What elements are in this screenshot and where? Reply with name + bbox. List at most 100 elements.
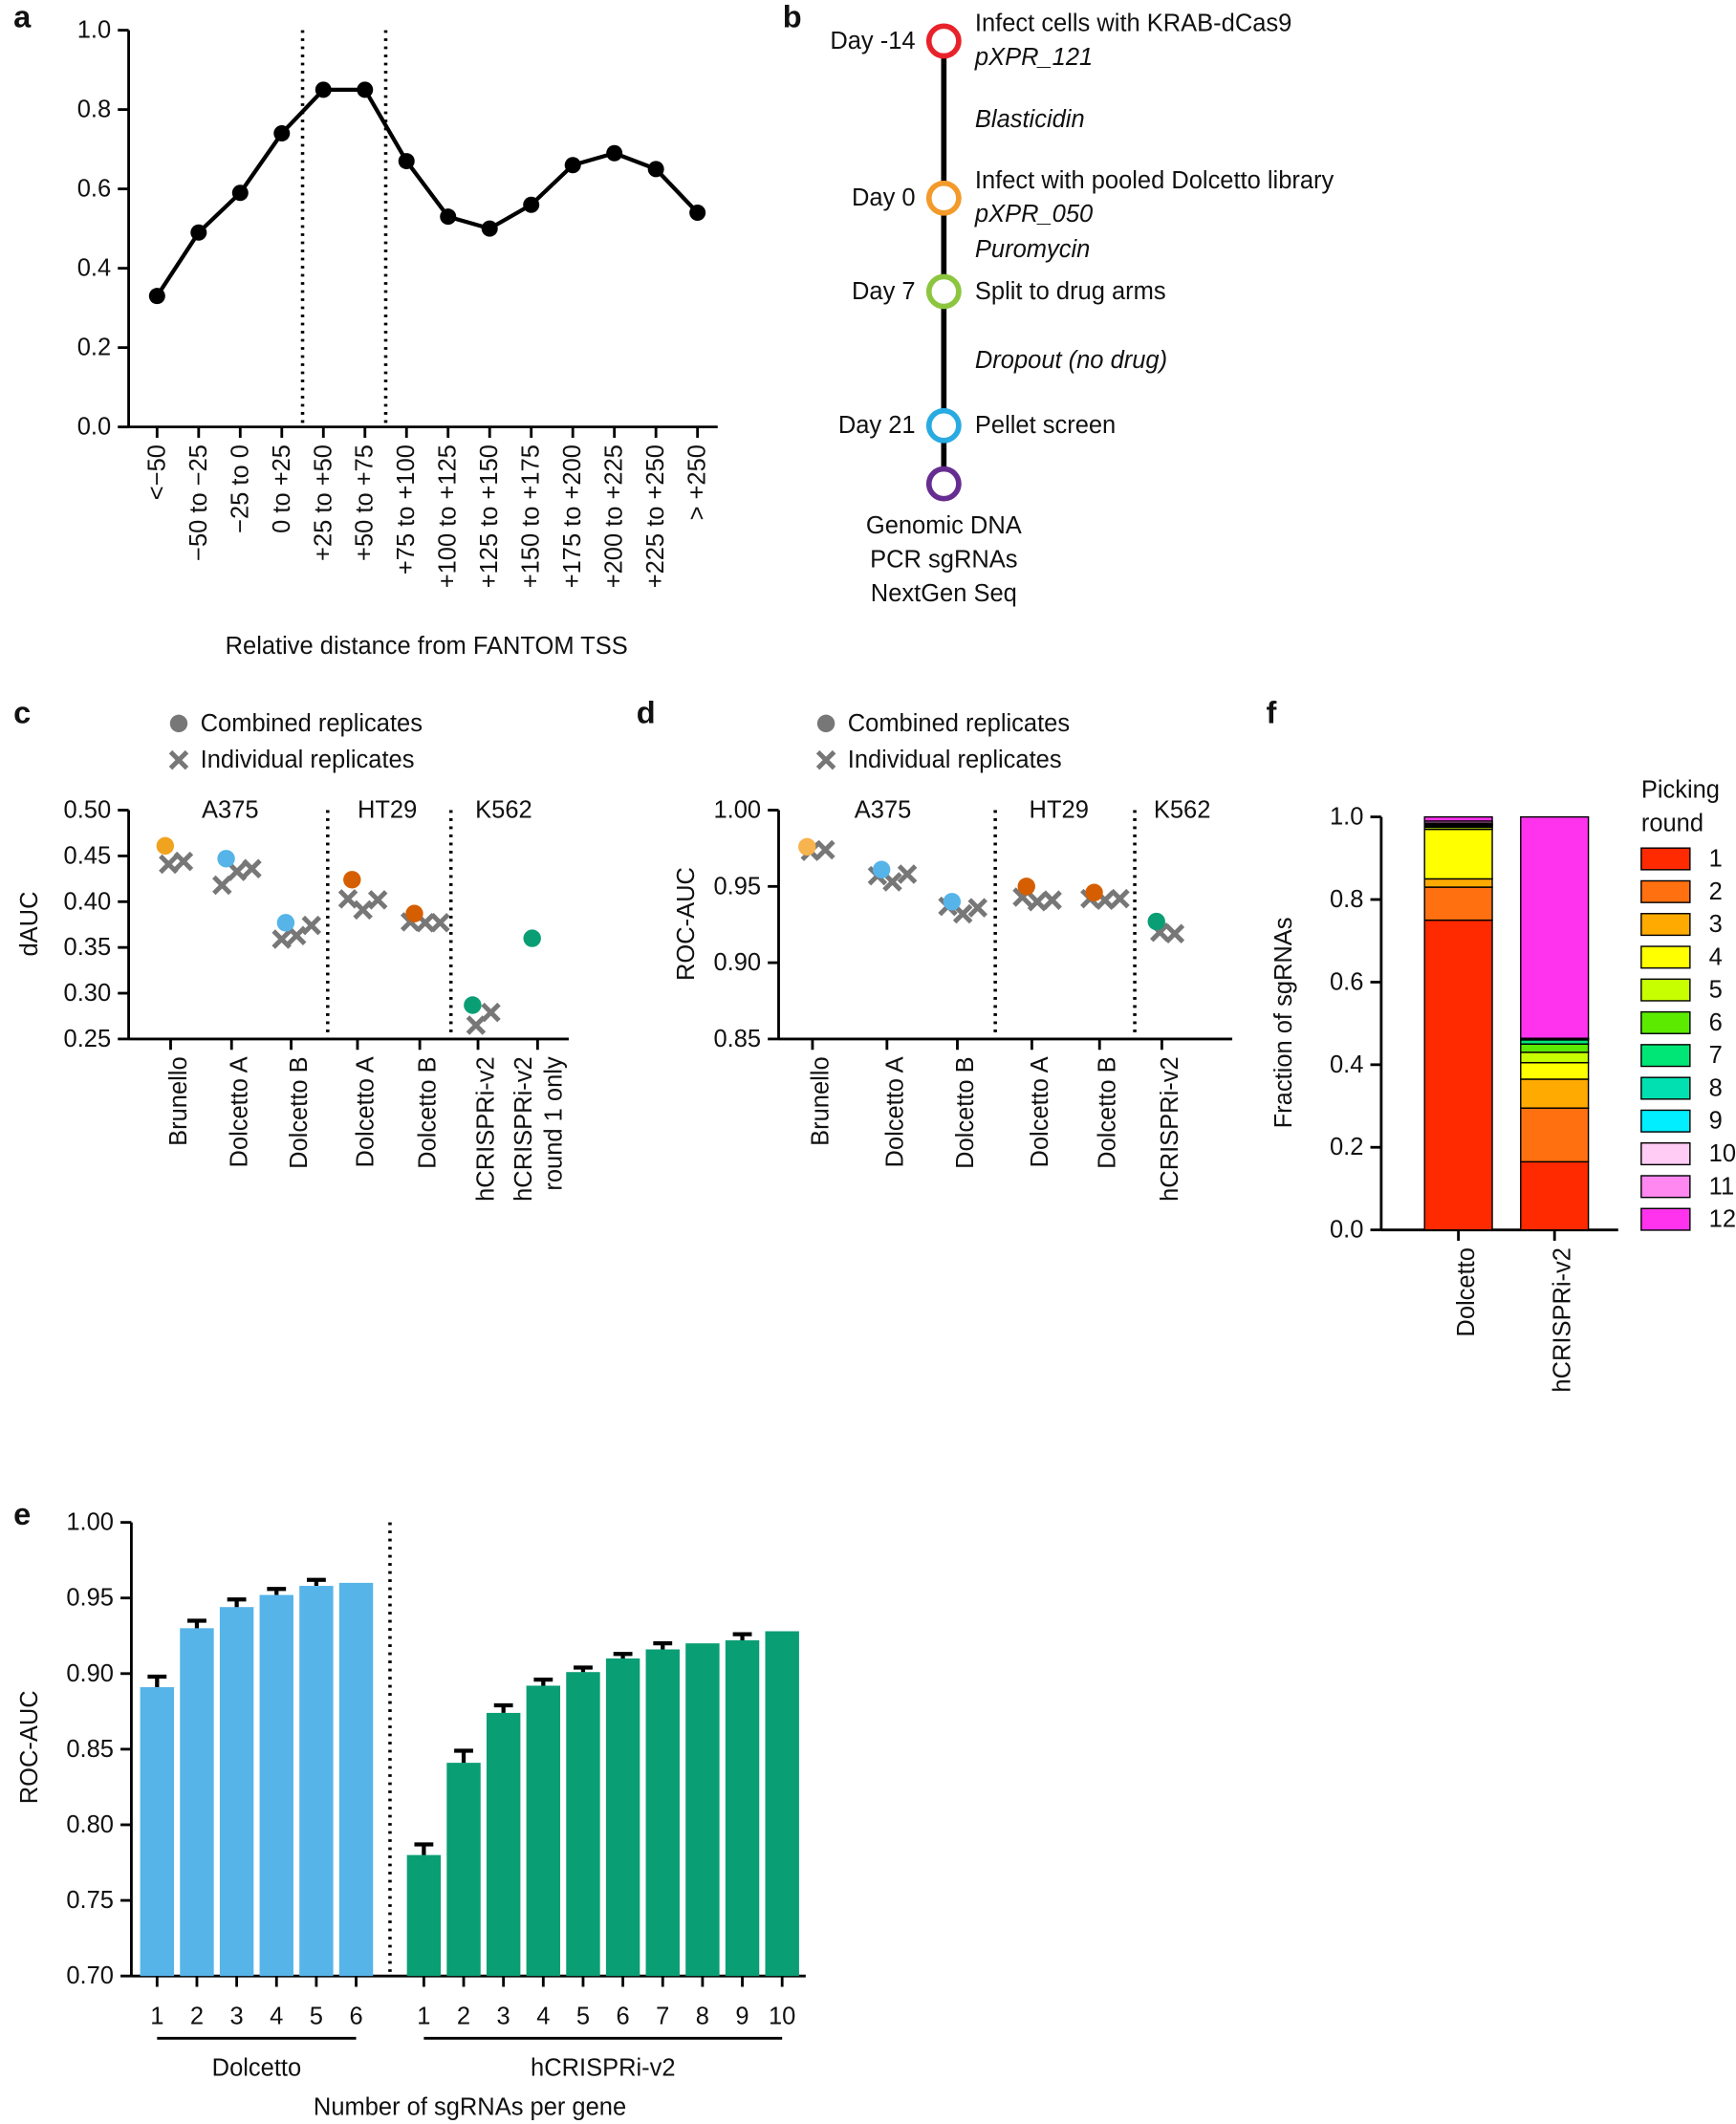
x-tick-label: 3	[497, 2004, 510, 2030]
x-tick-label: +200 to +225	[601, 444, 628, 588]
individual-point	[242, 858, 262, 879]
x-tick-label: 7	[656, 2004, 669, 2030]
x-tick-label: +125 to +150	[476, 444, 503, 588]
x-tick-label: round 1 only	[540, 1056, 567, 1191]
combined-point	[523, 929, 541, 947]
legend-label: 8	[1709, 1074, 1723, 1101]
bar	[526, 1685, 561, 1977]
day-label: Day 21	[838, 412, 916, 439]
bar	[605, 1658, 640, 1977]
legend-label: Combined replicates	[848, 710, 1070, 737]
x-tick-label: hCRISPRi-v2	[473, 1056, 500, 1202]
legend-swatch	[1640, 1010, 1691, 1034]
legend-marker	[169, 714, 188, 733]
bar-segment	[1423, 919, 1493, 1231]
individual-point	[227, 861, 248, 881]
bar-segment	[1520, 1043, 1590, 1053]
legend-label: 11	[1709, 1173, 1734, 1200]
x-tick-label: 1	[417, 2004, 430, 2030]
y-tick-label: 0.2	[1330, 1134, 1363, 1160]
x-tick-label: +100 to +125	[435, 444, 462, 588]
x-tick-label: +50 to +75	[352, 444, 379, 561]
bar	[299, 1586, 334, 1977]
y-axis-label: dAUC	[16, 892, 43, 957]
y-tick-label: 0.95	[713, 873, 761, 899]
legend-label: 12	[1709, 1206, 1736, 1233]
legend-label: 2	[1709, 878, 1723, 905]
bar	[140, 1687, 175, 1977]
legend-label: 4	[1709, 943, 1723, 970]
x-tick-label: 3	[230, 2004, 244, 2030]
legend-swatch	[1640, 1175, 1691, 1199]
bar-segment	[1520, 1160, 1590, 1231]
legend-title: Picking	[1641, 776, 1720, 803]
combined-point	[943, 893, 962, 911]
error-bar	[187, 1618, 206, 1629]
data-point	[606, 144, 623, 162]
y-tick-label: 0.80	[66, 1811, 114, 1838]
legend-label: Individual replicates	[848, 747, 1062, 773]
individual-point	[466, 1015, 487, 1035]
x-tick-label: <−50	[143, 444, 170, 500]
bar	[446, 1763, 481, 1977]
legend-marker	[815, 749, 836, 770]
data-point	[273, 125, 291, 142]
y-tick-label: 0.50	[64, 797, 112, 824]
y-tick-label: 0.95	[66, 1585, 114, 1612]
x-tick-label: 2	[457, 2004, 470, 2030]
y-tick-label: 0.0	[77, 414, 111, 441]
error-bar	[732, 1632, 752, 1641]
x-tick-label: 0 to +25	[269, 444, 295, 533]
y-tick-label: 0.90	[713, 949, 761, 976]
legend-swatch	[1640, 1109, 1691, 1133]
combined-point	[1017, 878, 1035, 896]
x-tick-label: hCRISPRi-v2	[1550, 1247, 1576, 1393]
panel-label: f	[1266, 696, 1276, 730]
bar-segment	[1423, 886, 1493, 921]
timeline-node	[925, 180, 962, 216]
individual-point	[430, 913, 450, 933]
group-label: A375	[202, 797, 259, 824]
data-point	[647, 161, 664, 178]
x-tick-label: 1	[150, 2004, 163, 2030]
x-tick-label: 2	[190, 2004, 204, 2030]
y-tick-label: 0.8	[77, 97, 111, 123]
day-label: Day -14	[830, 28, 915, 54]
bar	[180, 1628, 214, 1977]
legend-marker	[168, 749, 189, 770]
panel-label: d	[637, 696, 656, 730]
data-point	[357, 81, 374, 98]
individual-point	[173, 851, 194, 872]
bar	[406, 1854, 442, 1977]
y-tick-label: 0.4	[77, 255, 111, 282]
combined-point	[276, 914, 295, 932]
legend-swatch	[1640, 879, 1691, 903]
end-label: PCR sgRNAs	[870, 546, 1017, 573]
bar	[566, 1672, 600, 1977]
bar	[725, 1640, 760, 1977]
plasmid-label: pXPR_050	[974, 201, 1093, 228]
bar	[219, 1607, 254, 1977]
treatment-label: Dropout (no drug)	[975, 347, 1167, 374]
individual-point	[159, 854, 179, 875]
bar	[338, 1582, 374, 1977]
combined-point	[872, 860, 891, 878]
x-tick-label: Dolcetto A	[1027, 1056, 1053, 1167]
combined-point	[156, 836, 175, 856]
day-label: Day 0	[852, 184, 916, 211]
legend-swatch	[1640, 1076, 1691, 1100]
y-axis-label: Fraction of sgRNAs	[1270, 917, 1297, 1128]
legend-label: 5	[1709, 977, 1723, 1004]
x-tick-label: Dolcetto B	[286, 1056, 313, 1169]
individual-point	[367, 890, 388, 910]
step-label: Infect cells with KRAB-dCas9	[975, 11, 1291, 37]
x-tick-label: 5	[310, 2004, 323, 2030]
legend-label: 9	[1709, 1108, 1723, 1135]
treatment-label: Puromycin	[975, 236, 1090, 263]
group-label: A375	[855, 797, 912, 824]
bar-segment	[1520, 1078, 1590, 1109]
bar	[765, 1631, 799, 1977]
x-tick-label: +150 to +175	[518, 444, 545, 588]
legend-swatch	[1640, 847, 1691, 871]
